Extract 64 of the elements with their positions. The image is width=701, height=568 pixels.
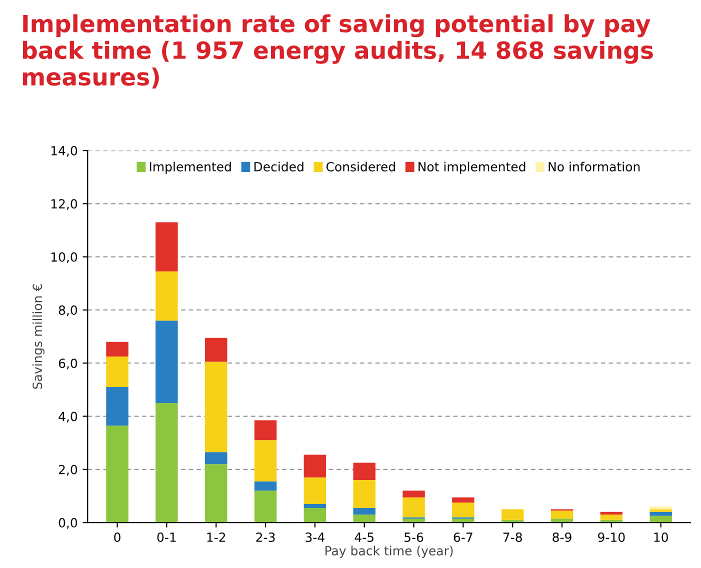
- bar: [353, 508, 376, 515]
- x-axis-title: Pay back time (year): [326, 546, 453, 558]
- x-tick-label: 9-10: [598, 532, 625, 542]
- y-tick-label: 6,0: [58, 358, 78, 370]
- bar: [156, 222, 178, 272]
- bar: [452, 502, 474, 518]
- bar: [156, 271, 178, 321]
- x-tick-label: 0: [114, 532, 120, 542]
- bar: [204, 452, 228, 464]
- bar: [650, 512, 672, 516]
- x-tick-label: 5-6: [404, 532, 424, 542]
- bar: [402, 490, 425, 498]
- bar: [304, 477, 326, 504]
- bar: [353, 462, 376, 480]
- bar: [106, 342, 128, 356]
- bar: [650, 516, 672, 523]
- x-tick-label: 4-5: [354, 532, 374, 542]
- y-tick-label: 8,0: [58, 305, 78, 316]
- x-tick-label: 8-9: [552, 532, 572, 542]
- y-tick-label: 14,0: [51, 146, 78, 157]
- bar: [501, 509, 524, 520]
- legend-label: Considered: [326, 162, 395, 172]
- bar: [106, 356, 128, 388]
- x-tick-label: 7-8: [503, 532, 522, 542]
- bar: [304, 508, 326, 523]
- legend-label: Not implemented: [418, 162, 526, 174]
- bar: [156, 402, 178, 523]
- x-tick-label: 0-1: [157, 532, 176, 542]
- bar: [600, 514, 623, 520]
- bar: [600, 512, 623, 515]
- bar: [106, 387, 128, 426]
- y-tick-label: 4,0: [58, 412, 78, 422]
- y-tick-label: 12,0: [51, 199, 78, 210]
- bar: [156, 320, 178, 403]
- bar: [304, 454, 326, 478]
- bar: [402, 497, 425, 518]
- bar: [204, 338, 228, 362]
- bar: [650, 506, 672, 510]
- bar: [204, 362, 228, 452]
- bar: [304, 504, 326, 508]
- bar: [353, 480, 376, 508]
- bar: [106, 426, 128, 523]
- bar: [254, 420, 277, 440]
- legend-label: No information: [548, 162, 640, 172]
- chart-title: Implementation rate of saving potential by pay back time (1 957 energy audits, 14 868 savings measures): [22, 14, 653, 88]
- bar: [254, 490, 277, 523]
- bar: [353, 514, 376, 523]
- x-tick-label: 3-4: [306, 532, 324, 542]
- bar: [204, 464, 228, 523]
- bar: [254, 481, 277, 491]
- bar: [254, 440, 277, 482]
- y-tick-label: 0,0: [58, 518, 78, 529]
- y-axis-title: Savings million €: [32, 284, 45, 389]
- y-tick-label: 2,0: [58, 464, 78, 476]
- legend-label: Implemented: [150, 162, 231, 174]
- x-tick-label: 10: [654, 532, 668, 542]
- legend-label: Decided: [254, 162, 304, 172]
- x-tick-label: 2-3: [256, 532, 275, 542]
- bar: [452, 497, 474, 503]
- y-tick-label: 10,0: [51, 252, 78, 264]
- x-tick-label: 1-2: [207, 532, 226, 542]
- x-tick-label: 6-7: [454, 532, 472, 542]
- bar: [550, 510, 574, 519]
- bar: [650, 509, 672, 512]
